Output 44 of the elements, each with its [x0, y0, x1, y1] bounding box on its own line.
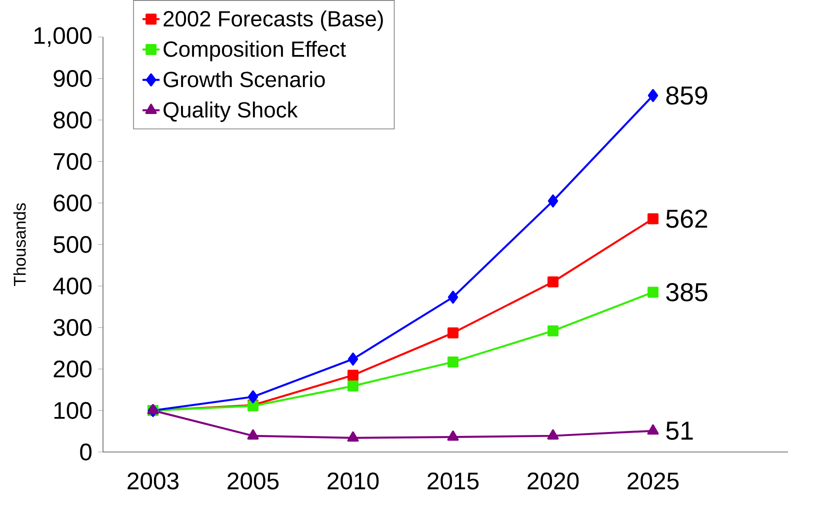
y-tick-label: 400 — [53, 278, 92, 294]
point — [247, 429, 259, 440]
y-tick-label: 300 — [53, 319, 92, 336]
point — [648, 286, 659, 298]
point — [348, 352, 358, 366]
point — [248, 390, 258, 404]
y-tick-label: 500 — [54, 236, 92, 253]
y-tick-label: 100 — [54, 402, 92, 419]
point — [448, 290, 458, 304]
x-tick-label: 2015 — [428, 472, 479, 490]
point — [648, 213, 659, 224]
legend-label: Composition Effect — [164, 40, 346, 62]
x-tick-label: 2025 — [628, 472, 679, 490]
point — [448, 327, 459, 338]
point — [347, 431, 359, 442]
y-axis-title: Thousands — [13, 203, 26, 286]
data-label: 385 — [666, 283, 708, 302]
point — [548, 325, 559, 336]
y-tick-label: 200 — [54, 360, 92, 378]
y-tick-label: 800 — [54, 112, 92, 128]
legend-label: 2002 Forecasts (Base) — [164, 10, 383, 31]
point — [447, 430, 459, 441]
legend-label: Quality Shock — [164, 102, 298, 122]
x-tick-label: 2020 — [528, 472, 579, 490]
point — [547, 429, 559, 440]
point — [548, 276, 559, 288]
data-label: 51 — [666, 422, 693, 440]
y-tick-label: 900 — [54, 70, 92, 87]
y-tick-label: 700 — [54, 153, 92, 170]
y-tick-label: 600 — [54, 194, 92, 212]
point — [647, 424, 659, 435]
point — [548, 194, 558, 208]
x-tick-label: 2010 — [328, 472, 379, 490]
x-tick-label: 2005 — [228, 472, 279, 490]
data-label: 859 — [666, 86, 708, 105]
point — [648, 89, 658, 102]
y-tick-label: 0 — [80, 444, 92, 460]
point — [348, 380, 359, 392]
point — [348, 370, 359, 381]
data-label: 562 — [666, 210, 708, 228]
legend-label: Growth Scenario — [164, 71, 325, 88]
y-tick-label: 1,000 — [34, 27, 92, 47]
point — [448, 356, 459, 368]
x-tick-label: 2003 — [128, 472, 179, 490]
